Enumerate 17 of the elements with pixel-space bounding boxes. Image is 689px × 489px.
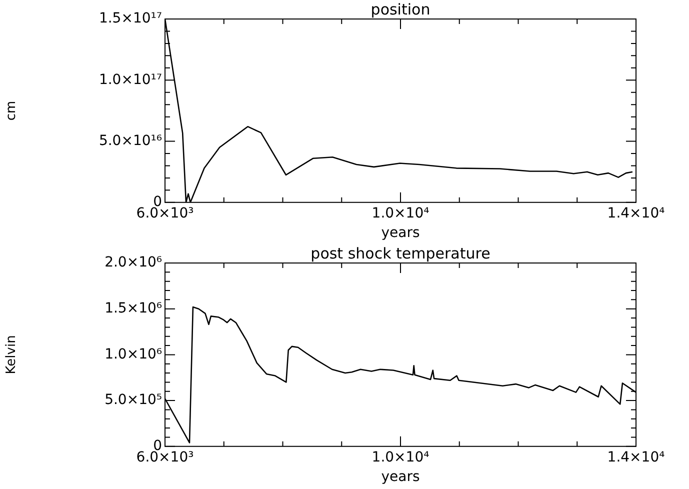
y-axis-title: cm <box>4 100 20 121</box>
chart-title: position <box>370 0 430 18</box>
x-tick-label: 1.0×10⁴ <box>372 205 430 222</box>
y-tick-label: 2.0×10⁶ <box>104 254 162 271</box>
x-axis-title: years <box>381 225 420 242</box>
y-tick-label: 1.0×10¹⁷ <box>98 72 162 88</box>
x-tick-label: 1.0×10⁴ <box>372 449 430 466</box>
x-axis-title: years <box>381 469 420 486</box>
x-tick-label: 1.4×10⁴ <box>607 205 666 222</box>
y-tick-label: 1.5×10¹⁷ <box>98 10 162 27</box>
y-tick-label: 1.0×10⁶ <box>104 346 162 362</box>
y-axis-title: Kelvin <box>4 335 20 374</box>
y-tick-label: 5.0×10⁵ <box>104 392 162 408</box>
chart-title: post shock temperature <box>310 244 490 262</box>
x-tick-label: 1.4×10⁴ <box>607 449 666 466</box>
y-tick-label: 5.0×10¹⁶ <box>98 132 162 149</box>
y-tick-label: 1.5×10⁶ <box>104 300 162 316</box>
